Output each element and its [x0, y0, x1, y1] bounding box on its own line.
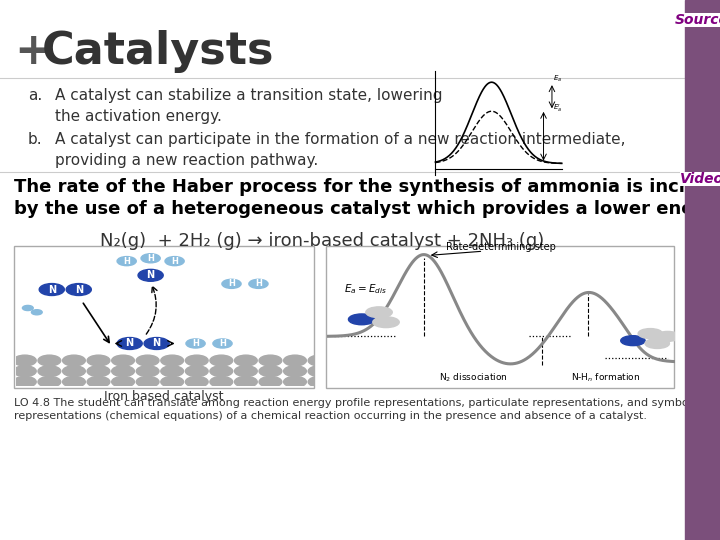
- Circle shape: [22, 306, 33, 310]
- Text: H: H: [171, 256, 178, 266]
- Circle shape: [210, 355, 233, 366]
- Text: H: H: [228, 279, 235, 288]
- Circle shape: [63, 366, 86, 376]
- Text: Source: Source: [675, 13, 720, 27]
- Circle shape: [161, 355, 184, 366]
- Circle shape: [259, 366, 282, 376]
- Text: H: H: [219, 339, 226, 348]
- Circle shape: [87, 355, 110, 366]
- Circle shape: [185, 376, 208, 387]
- Circle shape: [117, 338, 143, 349]
- Text: N$_2$ dissociation: N$_2$ dissociation: [438, 372, 507, 384]
- Text: $E_a$: $E_a$: [553, 73, 562, 84]
- Circle shape: [14, 376, 36, 387]
- Circle shape: [213, 339, 232, 348]
- Circle shape: [308, 355, 331, 366]
- Circle shape: [308, 366, 331, 376]
- FancyBboxPatch shape: [326, 246, 674, 388]
- Circle shape: [87, 366, 110, 376]
- Circle shape: [235, 366, 257, 376]
- Circle shape: [284, 366, 307, 376]
- Text: H: H: [147, 254, 154, 263]
- Circle shape: [259, 376, 282, 387]
- Text: by the use of a heterogeneous catalyst which provides a lower energy pathway.: by the use of a heterogeneous catalyst w…: [14, 200, 720, 218]
- Circle shape: [38, 355, 60, 366]
- Circle shape: [112, 376, 135, 387]
- Text: A catalyst can participate in the formation of a new reaction intermediate,
prov: A catalyst can participate in the format…: [55, 132, 626, 168]
- Text: N: N: [125, 339, 134, 348]
- Text: Iron based catalyst: Iron based catalyst: [104, 390, 224, 403]
- Circle shape: [249, 279, 268, 288]
- Text: N₂(g)  + 2H₂ (g) → iron-based catalyst + 2NH₃ (g): N₂(g) + 2H₂ (g) → iron-based catalyst + …: [100, 232, 544, 250]
- Text: LO 4.8 The student can translate among reaction energy profile representations, : LO 4.8 The student can translate among r…: [14, 398, 701, 421]
- Text: N: N: [48, 285, 56, 294]
- Circle shape: [366, 307, 392, 318]
- Circle shape: [259, 355, 282, 366]
- Circle shape: [284, 355, 307, 366]
- Circle shape: [141, 254, 161, 263]
- Circle shape: [87, 376, 110, 387]
- Text: H: H: [123, 256, 130, 266]
- Text: A catalyst can stabilize a transition state, lowering
the activation energy.: A catalyst can stabilize a transition st…: [55, 88, 443, 124]
- Circle shape: [136, 366, 159, 376]
- Circle shape: [222, 279, 241, 288]
- Circle shape: [117, 256, 136, 266]
- Circle shape: [136, 355, 159, 366]
- Circle shape: [38, 376, 60, 387]
- Circle shape: [63, 376, 86, 387]
- Circle shape: [14, 355, 36, 366]
- Circle shape: [185, 366, 208, 376]
- Circle shape: [185, 355, 208, 366]
- Circle shape: [136, 376, 159, 387]
- Circle shape: [39, 284, 64, 295]
- Circle shape: [210, 376, 233, 387]
- Circle shape: [645, 339, 670, 348]
- Text: Rate-determining step: Rate-determining step: [446, 242, 556, 252]
- Text: b.: b.: [28, 132, 42, 147]
- Circle shape: [32, 310, 42, 315]
- Text: H: H: [255, 279, 262, 288]
- Circle shape: [655, 332, 680, 341]
- Text: Catalysts: Catalysts: [42, 30, 274, 73]
- Circle shape: [112, 366, 135, 376]
- FancyBboxPatch shape: [14, 246, 314, 388]
- Circle shape: [186, 339, 205, 348]
- Circle shape: [235, 376, 257, 387]
- Text: The rate of the Haber process for the synthesis of ammonia is increased: The rate of the Haber process for the sy…: [14, 178, 720, 196]
- Bar: [685, 0, 720, 540]
- Circle shape: [373, 317, 399, 328]
- Circle shape: [161, 376, 184, 387]
- Circle shape: [308, 376, 331, 387]
- Circle shape: [165, 256, 184, 266]
- Circle shape: [144, 338, 169, 349]
- Circle shape: [112, 355, 135, 366]
- Circle shape: [284, 376, 307, 387]
- Circle shape: [348, 314, 375, 325]
- Text: a.: a.: [28, 88, 42, 103]
- Text: N: N: [147, 271, 155, 280]
- Text: N-H$_n$ formation: N-H$_n$ formation: [570, 372, 639, 384]
- Circle shape: [621, 336, 645, 346]
- Circle shape: [38, 366, 60, 376]
- Circle shape: [138, 269, 163, 281]
- Text: Video: Video: [680, 172, 720, 186]
- Circle shape: [210, 366, 233, 376]
- Circle shape: [63, 355, 86, 366]
- Circle shape: [14, 366, 36, 376]
- Circle shape: [638, 328, 662, 339]
- Circle shape: [161, 366, 184, 376]
- Circle shape: [235, 355, 257, 366]
- Text: H: H: [192, 339, 199, 348]
- Text: N: N: [75, 285, 83, 294]
- Text: $E_a'$: $E_a'$: [553, 103, 562, 115]
- Text: $E_a = E_{dis}$: $E_a = E_{dis}$: [344, 282, 387, 296]
- Text: +: +: [14, 30, 51, 73]
- Circle shape: [66, 284, 91, 295]
- Text: N: N: [153, 339, 161, 348]
